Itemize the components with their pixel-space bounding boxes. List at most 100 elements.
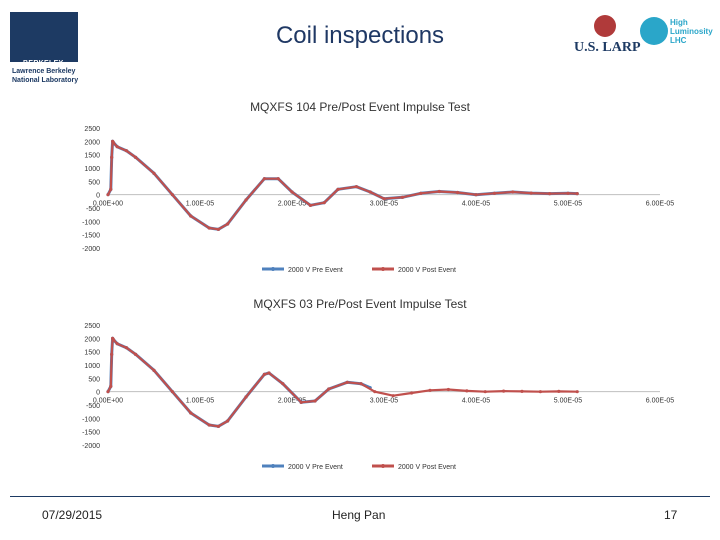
- data-point: [115, 145, 119, 149]
- data-point: [189, 411, 193, 415]
- data-point: [345, 380, 349, 384]
- data-point: [124, 149, 128, 153]
- berkeley-lab-logo-text: BERKELEY LAB: [23, 60, 64, 74]
- data-point: [474, 193, 478, 197]
- data-point: [106, 193, 110, 197]
- y-tick-label: 2500: [84, 323, 100, 330]
- data-point: [410, 391, 414, 395]
- y-tick-label: -1500: [82, 430, 100, 437]
- data-point: [226, 222, 230, 226]
- data-point: [207, 226, 211, 230]
- legend-label: 2000 V Post Event: [398, 464, 456, 471]
- data-point: [134, 352, 138, 356]
- legend-marker: [271, 267, 275, 271]
- x-tick-label: 3.00E-05: [370, 201, 399, 208]
- footer-author: Heng Pan: [332, 508, 386, 522]
- data-point: [124, 346, 128, 350]
- data-point: [465, 389, 469, 393]
- data-point: [281, 382, 285, 386]
- hl-lhc-logo-icon: [640, 17, 668, 45]
- hl-lhc-logo-text: High Luminosity LHC: [670, 18, 713, 45]
- x-tick-label: 2.00E-05: [278, 398, 307, 405]
- data-point: [111, 338, 116, 342]
- y-tick-label: 2500: [84, 126, 100, 133]
- y-tick-label: 2000: [84, 139, 100, 146]
- x-tick-label: 1.00E-05: [186, 398, 215, 405]
- data-point: [152, 171, 156, 175]
- data-point: [207, 423, 211, 427]
- y-tick-label: -1500: [82, 233, 100, 240]
- data-point: [511, 190, 515, 194]
- data-point: [290, 190, 294, 194]
- data-point: [391, 394, 395, 398]
- chart2-plot: 2500 2000 1500 1000 500 0 -500 -1000 -1500 -2000 0…: [82, 323, 675, 471]
- data-point: [322, 201, 326, 205]
- legend-marker: [381, 464, 385, 468]
- x-tick-label: 4.00E-05: [462, 201, 491, 208]
- y-tick-label: 1500: [84, 153, 100, 160]
- data-point: [267, 371, 271, 375]
- legend-label: 2000 V Pre Event: [288, 464, 343, 471]
- data-point: [299, 400, 303, 404]
- data-point: [359, 382, 363, 386]
- data-point: [110, 155, 114, 159]
- y-tick-label: 1000: [84, 166, 100, 173]
- y-tick-label: 2000: [84, 336, 100, 343]
- x-tick-label: 5.00E-05: [554, 201, 583, 208]
- data-point: [492, 191, 496, 195]
- data-point: [170, 390, 174, 394]
- data-point: [170, 193, 174, 197]
- data-point: [189, 214, 193, 218]
- data-point: [382, 197, 386, 201]
- x-tick-label: 0.00E+00: [93, 201, 123, 208]
- x-tick-label: 6.00E-05: [646, 398, 675, 405]
- data-point: [428, 388, 432, 392]
- data-point: [134, 155, 138, 159]
- data-point: [483, 390, 487, 394]
- x-tick-label: 5.00E-05: [554, 398, 583, 405]
- lbl-subtitle: Lawrence Berkeley National Laboratory: [12, 67, 102, 85]
- data-point: [327, 387, 331, 391]
- us-larp-logo: U.S. LARP: [574, 40, 641, 55]
- y-tick-label: 0: [96, 193, 100, 200]
- data-point: [109, 187, 113, 191]
- x-tick-label: 4.00E-05: [462, 398, 491, 405]
- data-point: [575, 192, 579, 196]
- data-point: [419, 191, 423, 195]
- lbl-subtitle-line1: Lawrence Berkeley: [12, 68, 76, 75]
- data-point: [110, 352, 114, 356]
- series-line-post-event: [107, 337, 578, 428]
- data-point: [111, 141, 116, 145]
- y-tick-label: 500: [88, 179, 100, 186]
- data-point: [538, 390, 543, 394]
- chart1-plot: 2500 2000 1500 1000 500 0 -500 -1000 -1500 -2000 0…: [82, 126, 674, 274]
- data-point: [456, 190, 460, 195]
- data-point: [106, 390, 110, 394]
- lbl-subtitle-line2: National Laboratory: [12, 77, 79, 84]
- chart2-title: MQXFS 03 Pre/Post Event Impulse Test: [253, 297, 467, 311]
- data-point: [354, 185, 358, 189]
- hl-lhc-line3: LHC: [670, 36, 687, 45]
- footer-divider: [10, 496, 710, 497]
- footer-date: 07/29/2015: [42, 508, 103, 522]
- data-point: [548, 192, 552, 196]
- x-tick-label: 1.00E-05: [186, 201, 215, 208]
- data-point: [216, 424, 220, 428]
- data-point: [437, 189, 441, 194]
- larp-badge-icon: [594, 15, 616, 37]
- slide-title: Coil inspections: [275, 22, 445, 49]
- data-point: [566, 191, 570, 195]
- legend-marker: [271, 464, 275, 468]
- legend-label: 2000 V Pre Event: [288, 267, 343, 274]
- x-tick-label: 0.00E+00: [93, 398, 123, 405]
- data-point: [336, 187, 340, 191]
- data-point: [502, 389, 506, 393]
- data-point: [262, 372, 266, 376]
- y-tick-label: -500: [86, 403, 100, 410]
- x-tick-label: 2.00E-05: [278, 201, 307, 208]
- data-point: [557, 389, 561, 393]
- y-tick-label: 0: [96, 390, 100, 397]
- chart1-title: MQXFS 104 Pre/Post Event Impulse Test: [250, 100, 470, 114]
- data-point: [575, 390, 579, 394]
- hl-lhc-line2: Luminosity: [670, 27, 713, 36]
